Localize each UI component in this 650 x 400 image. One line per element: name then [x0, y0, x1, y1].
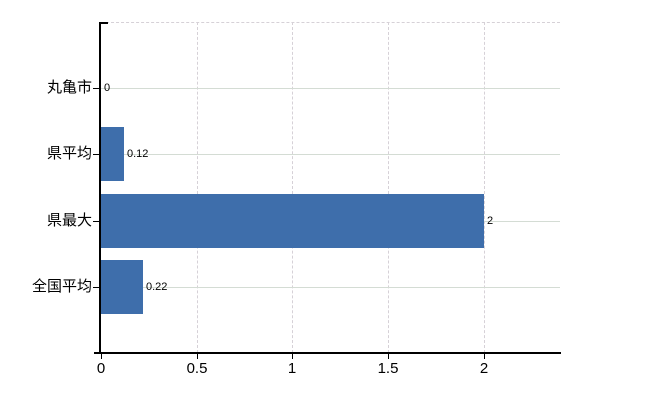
- plot-top-border: [101, 22, 560, 23]
- x-axis-tick: [484, 354, 485, 359]
- value-label: 0: [104, 82, 111, 94]
- vertical-gridline: [292, 22, 293, 353]
- x-axis-tick: [101, 354, 102, 359]
- x-axis-tick: [292, 354, 293, 359]
- x-axis-line: [94, 352, 561, 354]
- value-label: 0.22: [146, 281, 168, 293]
- x-axis-tick: [197, 354, 198, 359]
- bar-3: [101, 260, 143, 314]
- x-axis-tick-label: 1: [287, 360, 297, 377]
- category-label: 全国平均: [31, 278, 92, 295]
- plot-area: 0 0.12 2 0.22: [101, 22, 560, 353]
- category-label: 丸亀市: [46, 79, 92, 96]
- x-axis-tick-label: 0: [96, 360, 106, 377]
- category-tick: [93, 287, 100, 288]
- value-label: 0.12: [127, 148, 149, 160]
- category-tick: [93, 221, 100, 222]
- category-tick: [93, 154, 100, 155]
- x-axis-tick: [388, 354, 389, 359]
- x-axis-tick-label: 1.5: [377, 360, 399, 377]
- vertical-gridline: [388, 22, 389, 353]
- y-axis-line: [99, 22, 101, 354]
- category-label: 県平均: [46, 145, 92, 162]
- y-axis-top-cap: [101, 22, 108, 24]
- horizontal-gridline: [101, 287, 560, 288]
- horizontal-gridline: [101, 154, 560, 155]
- horizontal-gridline: [101, 88, 560, 89]
- bar-2: [101, 194, 484, 248]
- bar-1: [101, 127, 124, 181]
- vertical-gridline: [484, 22, 485, 353]
- vertical-gridline: [197, 22, 198, 353]
- value-label: 2: [487, 215, 494, 227]
- x-axis-tick-label: 0.5: [186, 360, 208, 377]
- x-axis-tick-label: 2: [479, 360, 489, 377]
- category-tick: [93, 88, 100, 89]
- category-label: 県最大: [46, 212, 92, 229]
